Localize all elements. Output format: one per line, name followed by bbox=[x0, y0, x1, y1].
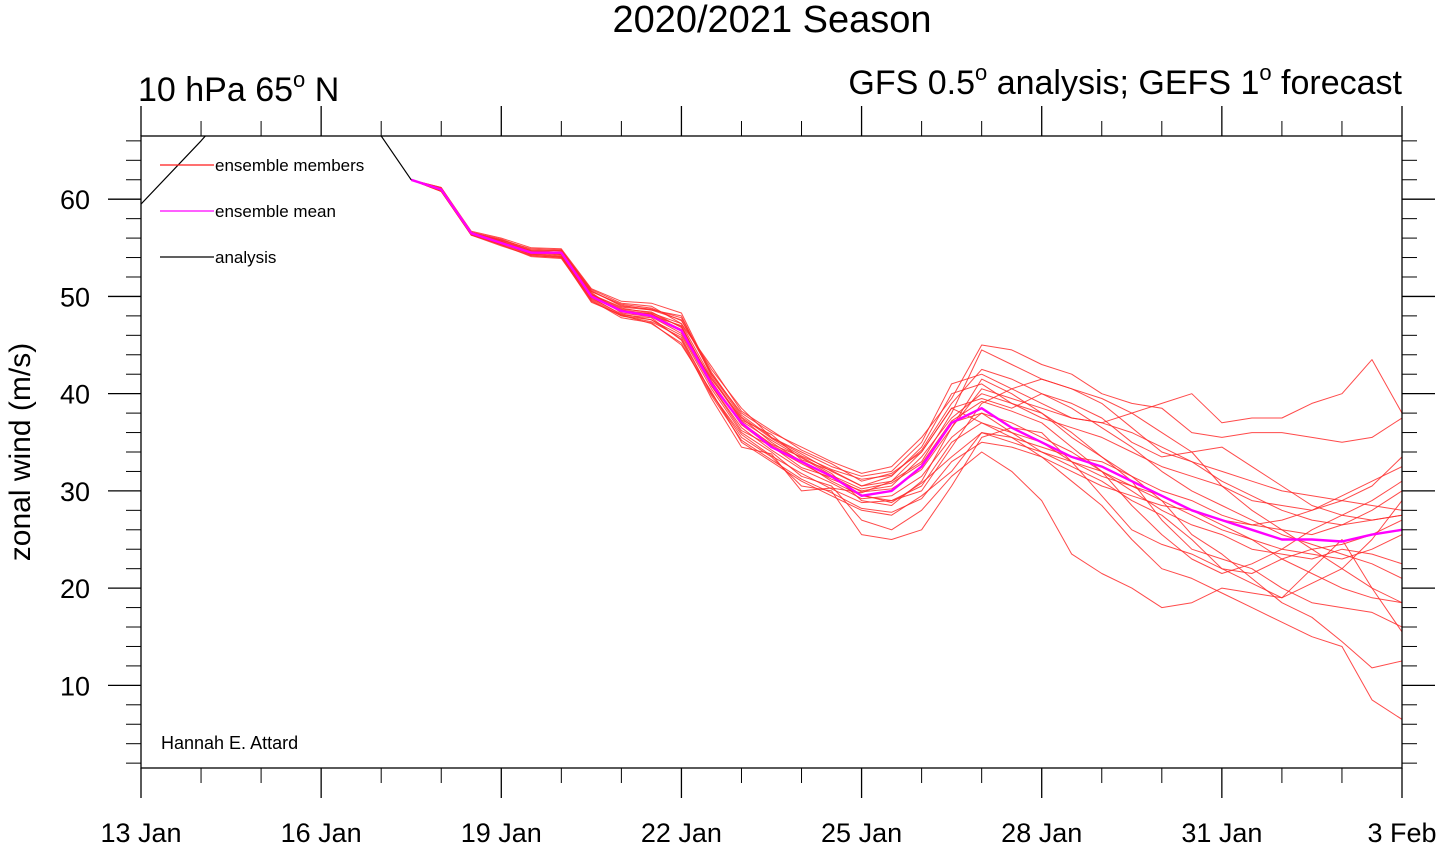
legend: ensemble members ensemble mean analysis bbox=[160, 156, 364, 267]
x-tick-labels: 13 Jan 16 Jan 19 Jan 22 Jan 25 Jan 28 Jan 31 J… bbox=[100, 818, 1436, 844]
y-tick-labels: 10 20 30 40 50 60 bbox=[60, 185, 90, 701]
ensemble-member-line bbox=[411, 179, 1402, 633]
ensemble-member-line bbox=[411, 179, 1402, 521]
y-tick-label: 50 bbox=[60, 282, 90, 312]
ensemble-member-line bbox=[411, 179, 1402, 493]
x-tick-label: 16 Jan bbox=[281, 818, 362, 844]
ensemble-member-line bbox=[411, 179, 1402, 511]
ensemble-member-line bbox=[411, 179, 1402, 474]
axis-ticks bbox=[108, 106, 1435, 798]
ensemble-member-line bbox=[411, 179, 1402, 628]
legend-label: ensemble members bbox=[215, 156, 364, 175]
ensemble-member-line bbox=[411, 179, 1402, 526]
ensemble-member-line bbox=[411, 179, 1402, 511]
ensemble-member-line bbox=[411, 179, 1402, 579]
legend-label: ensemble mean bbox=[215, 202, 336, 221]
author-credit: Hannah E. Attard bbox=[161, 733, 298, 753]
y-tick-label: 20 bbox=[60, 574, 90, 604]
x-tick-label: 13 Jan bbox=[100, 818, 181, 844]
ensemble-mean-line bbox=[410, 178, 1402, 543]
ensemble-member-line bbox=[411, 179, 1402, 604]
analysis-line bbox=[141, 136, 412, 205]
ensemble-member-line bbox=[411, 179, 1402, 565]
x-tick-label: 25 Jan bbox=[821, 818, 902, 844]
y-tick-label: 60 bbox=[60, 185, 90, 215]
ensemble-member-line bbox=[411, 179, 1402, 574]
x-tick-label: 31 Jan bbox=[1181, 818, 1262, 844]
x-tick-label: 19 Jan bbox=[461, 818, 542, 844]
ensemble-member-line bbox=[411, 179, 1402, 720]
ensemble-member-line bbox=[411, 179, 1402, 560]
y-axis-label: zonal wind (m/s) bbox=[4, 343, 37, 561]
y-tick-label: 40 bbox=[60, 380, 90, 410]
y-tick-label: 30 bbox=[60, 477, 90, 507]
legend-label: analysis bbox=[215, 248, 276, 267]
ensemble-member-line bbox=[411, 179, 1402, 570]
chart-subtitle-right: GFS 0.5o analysis; GEFS 1o forecast bbox=[848, 60, 1402, 102]
x-tick-label: 28 Jan bbox=[1001, 818, 1082, 844]
chart-subtitle-left: 10 hPa 65o N bbox=[138, 67, 339, 109]
ensemble-member-line bbox=[411, 179, 1402, 604]
x-tick-label: 3 Feb bbox=[1367, 818, 1436, 844]
plot-frame bbox=[140, 135, 1403, 769]
chart-title: 2020/2021 Season bbox=[612, 0, 931, 41]
y-tick-label: 10 bbox=[60, 671, 90, 701]
series-layer bbox=[141, 136, 1402, 720]
ensemble-member-line bbox=[411, 179, 1402, 574]
x-tick-label: 22 Jan bbox=[641, 818, 722, 844]
